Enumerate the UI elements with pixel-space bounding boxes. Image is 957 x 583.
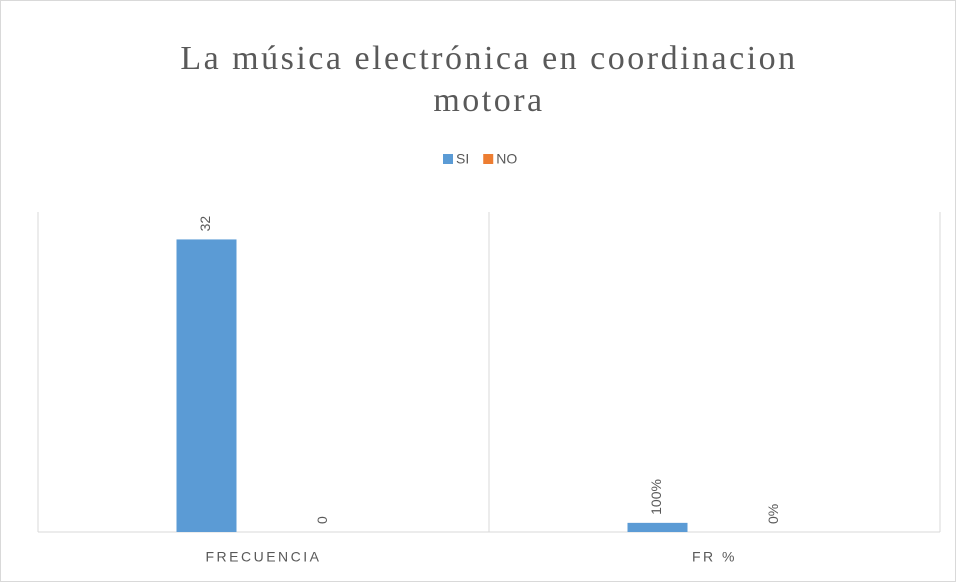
x-tick-label: FRECUENCIA [205, 549, 321, 565]
x-tick-label: FR % [692, 549, 737, 565]
data-label: 0 [314, 516, 330, 524]
legend-label: SI [456, 151, 469, 167]
legend-swatch [443, 154, 453, 164]
legend-swatch [483, 154, 494, 164]
data-label: 32 [197, 216, 213, 232]
legend-label: NO [496, 151, 517, 167]
data-label: 100% [648, 479, 664, 515]
chart-title: La música electrónica en coordinacion mo… [180, 40, 798, 119]
bar [176, 239, 237, 532]
data-label: 0% [765, 504, 781, 524]
bar [627, 522, 688, 532]
